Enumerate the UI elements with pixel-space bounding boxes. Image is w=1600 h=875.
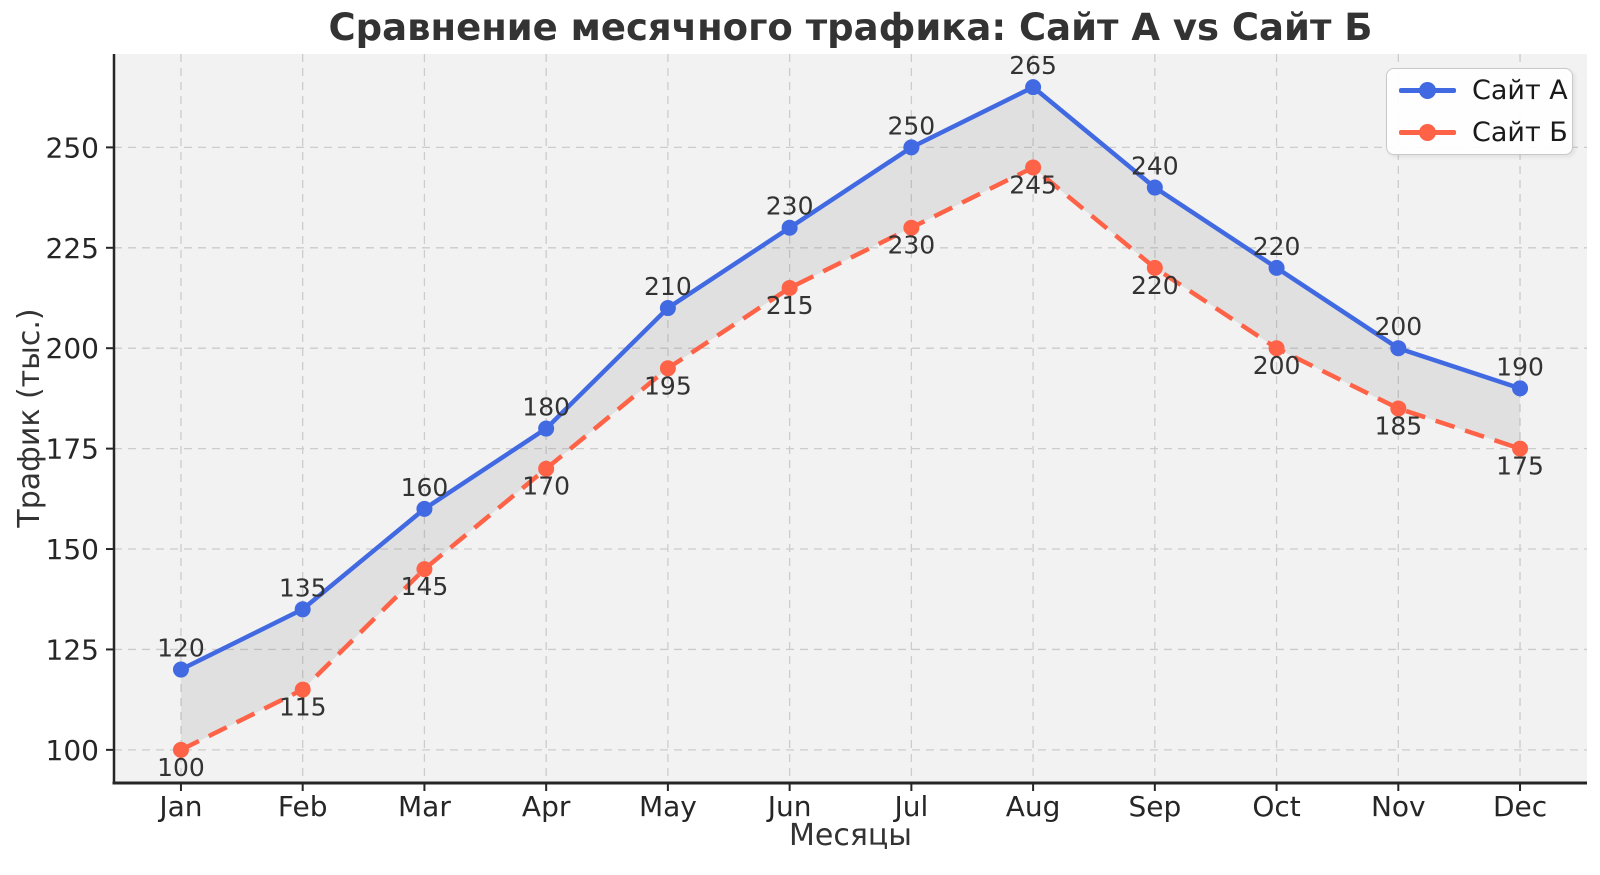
x-tick-label: Mar	[398, 790, 451, 823]
x-axis-label: Месяцы	[789, 818, 912, 853]
data-point-marker	[294, 601, 311, 618]
data-point-label: 175	[1496, 452, 1544, 481]
data-point-marker	[1025, 159, 1042, 176]
y-tick-label: 250	[46, 131, 99, 164]
data-point-label: 200	[1374, 312, 1422, 341]
data-point-marker	[659, 360, 676, 377]
data-point-marker	[1025, 79, 1042, 96]
legend-item-site-b: Сайт Б	[1399, 115, 1568, 151]
legend-label-site-a: Сайт А	[1472, 75, 1568, 107]
data-point-marker	[1512, 380, 1529, 397]
legend-sample-site-a	[1399, 82, 1456, 100]
series-b-marker-icon	[1419, 123, 1436, 141]
data-point-label: 220	[1131, 271, 1179, 300]
data-point-label: 265	[1009, 51, 1057, 80]
data-point-label: 170	[522, 472, 570, 501]
x-tick-label: Feb	[278, 790, 328, 823]
data-point-marker	[416, 500, 433, 517]
x-tick-label: Aug	[1006, 790, 1061, 823]
x-tick-label: Jan	[157, 790, 202, 823]
data-point-label: 180	[522, 393, 570, 422]
data-point-marker	[294, 681, 311, 698]
data-point-marker	[903, 219, 920, 236]
data-point-label: 220	[1253, 232, 1301, 261]
data-point-marker	[538, 420, 555, 437]
data-point-label: 245	[1009, 170, 1057, 199]
x-tick-label: Nov	[1371, 790, 1426, 823]
data-point-marker	[538, 460, 555, 477]
y-tick-label: 100	[46, 734, 99, 767]
data-point-marker	[781, 219, 798, 236]
data-point-label: 135	[279, 573, 327, 602]
data-point-label: 100	[157, 753, 205, 782]
x-tick-label: Jun	[766, 790, 812, 823]
data-point-label: 215	[766, 291, 814, 320]
data-point-marker	[416, 561, 433, 578]
y-tick-label: 200	[46, 332, 99, 365]
x-tick-label: Jul	[892, 790, 928, 823]
plot-background	[114, 54, 1587, 783]
data-point-label: 250	[888, 111, 936, 140]
legend: Сайт А Сайт Б	[1386, 68, 1573, 155]
data-point-label: 195	[644, 371, 692, 400]
x-tick-label: Oct	[1252, 790, 1300, 823]
x-tick-label: Dec	[1493, 790, 1547, 823]
data-point-marker	[1268, 259, 1285, 276]
data-point-label: 230	[888, 231, 936, 260]
legend-sample-site-b	[1399, 123, 1456, 141]
data-point-label: 200	[1253, 351, 1301, 380]
data-point-label: 145	[401, 572, 449, 601]
x-tick-label: Apr	[522, 790, 571, 823]
data-point-label: 115	[279, 693, 327, 722]
data-point-label: 230	[766, 192, 814, 221]
data-point-label: 210	[644, 272, 692, 301]
fill-between-area	[180, 87, 1521, 750]
data-point-marker	[1146, 259, 1163, 276]
y-tick-label: 125	[46, 633, 99, 666]
data-point-marker	[1390, 340, 1407, 357]
data-point-marker	[1390, 400, 1407, 417]
data-point-marker	[1512, 440, 1529, 457]
x-tick-label: May	[639, 790, 697, 823]
x-tick-label: Sep	[1128, 790, 1181, 823]
series-a-line	[178, 84, 1523, 672]
data-point-label: 190	[1496, 352, 1544, 381]
data-point-marker	[172, 741, 189, 758]
data-point-label: 240	[1131, 152, 1179, 181]
y-tick-label: 150	[46, 533, 99, 566]
y-tick-label: 175	[46, 433, 99, 466]
data-point-label: 120	[157, 634, 205, 663]
legend-label-site-b: Сайт Б	[1472, 116, 1568, 148]
legend-item-site-a: Сайт А	[1399, 73, 1568, 109]
series-a-marker-icon	[1419, 82, 1436, 100]
data-point-label: 185	[1374, 411, 1422, 440]
data-point-marker	[781, 279, 798, 296]
series-b-line	[179, 165, 1521, 752]
data-point-marker	[659, 300, 676, 317]
data-point-marker	[1146, 179, 1163, 196]
data-point-marker	[1268, 340, 1285, 357]
data-point-label: 160	[401, 473, 449, 502]
chart-title: Сравнение месячного трафика: Сайт А vs С…	[328, 6, 1373, 49]
data-point-marker	[903, 139, 920, 156]
y-tick-label: 225	[46, 232, 99, 265]
data-point-marker	[172, 661, 189, 678]
